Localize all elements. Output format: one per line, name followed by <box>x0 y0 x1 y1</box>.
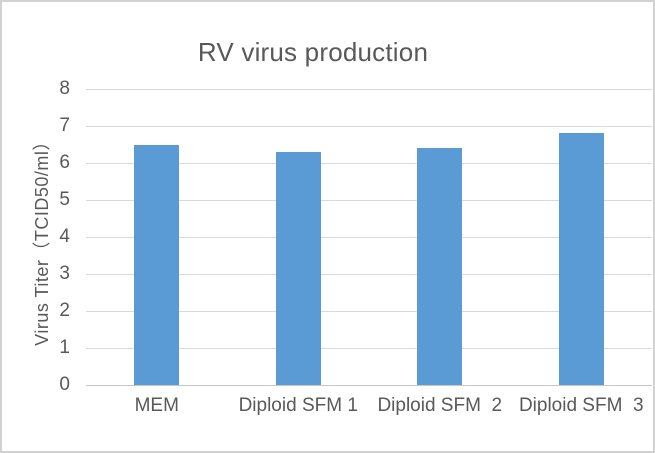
y-tick-label: 6 <box>59 152 70 173</box>
gridline <box>86 311 652 312</box>
y-tick-label: 8 <box>59 78 70 99</box>
y-tick-label: 1 <box>59 337 70 358</box>
gridline <box>86 126 652 127</box>
gridline <box>86 348 652 349</box>
x-category-label: MEM <box>134 395 179 416</box>
gridline <box>86 200 652 201</box>
y-tick-label: 2 <box>59 300 70 321</box>
bar <box>134 144 180 385</box>
x-axis-line <box>86 385 652 386</box>
bar <box>275 151 321 385</box>
y-tick-label: 3 <box>59 263 70 284</box>
y-tick-label: 0 <box>59 374 70 395</box>
plot-area <box>86 89 652 386</box>
x-category-label: Diploid SFM 1 <box>238 395 358 416</box>
gridline <box>86 89 652 90</box>
y-tick-label: 4 <box>59 226 70 247</box>
y-tick-label: 7 <box>59 115 70 136</box>
gridline <box>86 274 652 275</box>
chart-title: RV virus production <box>197 37 429 67</box>
bar <box>558 133 604 385</box>
bar <box>417 148 463 385</box>
x-category-label: Diploid SFM 3 <box>518 395 644 416</box>
gridline <box>86 163 652 164</box>
gridline <box>86 237 652 238</box>
y-tick-label: 5 <box>59 189 70 210</box>
x-category-label: Diploid SFM 2 <box>377 395 503 416</box>
